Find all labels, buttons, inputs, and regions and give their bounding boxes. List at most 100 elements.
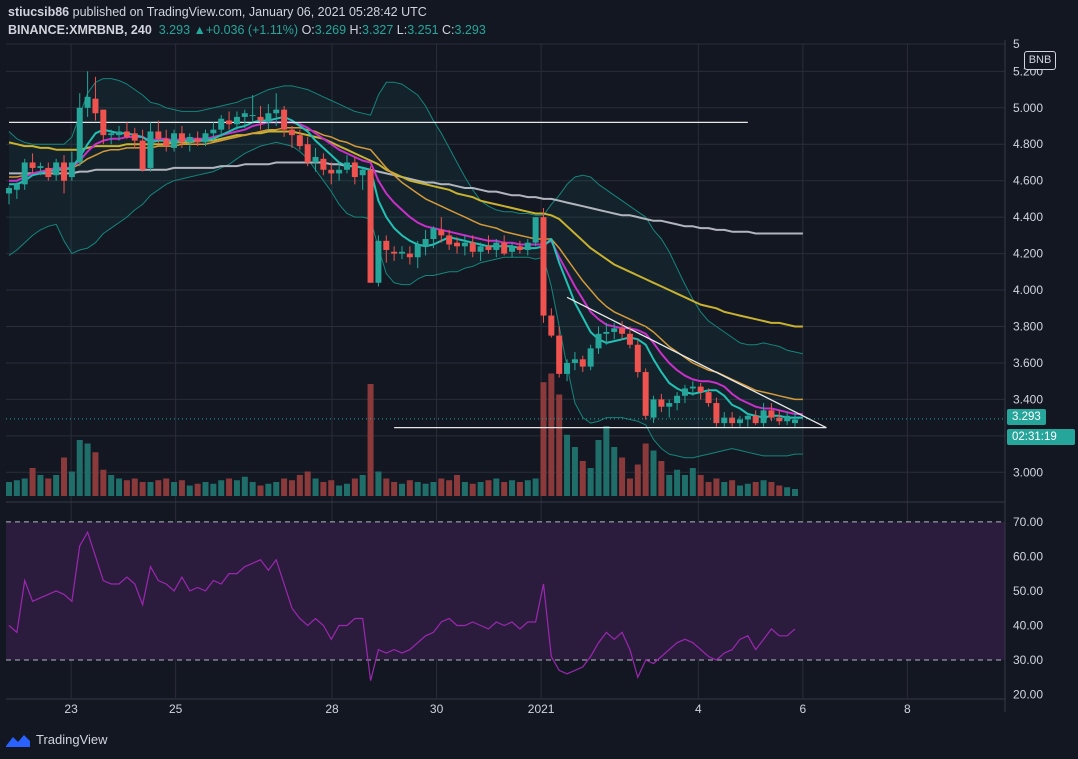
candle-body bbox=[108, 133, 115, 136]
rsi-axis[interactable]: 70.00 60.00 50.00 40.00 30.00 20.00 bbox=[1013, 515, 1043, 702]
volume-bar bbox=[658, 461, 665, 496]
volume-bar bbox=[792, 489, 798, 496]
candle-body bbox=[697, 386, 704, 393]
candle-body bbox=[650, 399, 657, 418]
candle-body bbox=[84, 96, 91, 108]
up-arrow-icon: ▲ bbox=[193, 23, 206, 37]
volume-bar bbox=[454, 475, 461, 496]
candle-body bbox=[713, 403, 720, 424]
volume-bar bbox=[674, 469, 681, 496]
candle-body bbox=[564, 362, 571, 374]
candle-body bbox=[37, 166, 44, 168]
candle-body bbox=[171, 133, 178, 148]
volume-bar bbox=[351, 478, 358, 496]
volume-bar bbox=[265, 483, 272, 496]
volume-bar bbox=[642, 443, 649, 496]
countdown-tag: 02:31:19 bbox=[1007, 428, 1075, 445]
currency-badge[interactable]: BNB bbox=[1024, 51, 1056, 70]
candle-body bbox=[611, 328, 618, 332]
time-tick-label: 8 bbox=[904, 702, 911, 716]
volume-bar bbox=[249, 482, 256, 496]
candle-body bbox=[210, 129, 217, 134]
candle-body bbox=[375, 240, 382, 283]
volume-bar bbox=[123, 480, 130, 496]
volume-bar bbox=[666, 475, 673, 496]
candle-body bbox=[29, 162, 36, 168]
volume-bar bbox=[147, 482, 154, 496]
price-tick-label: 5 bbox=[1013, 37, 1020, 51]
volume-bar bbox=[556, 394, 563, 496]
time-axis[interactable]: 23 25 28 30 2021 4 6 8 bbox=[6, 698, 1005, 716]
rsi-tick-label: 20.00 bbox=[1013, 688, 1043, 702]
candle-body bbox=[328, 169, 335, 174]
candle-body bbox=[744, 415, 751, 420]
volume-bar bbox=[304, 471, 311, 496]
volume-bar bbox=[13, 480, 20, 496]
volume-bar bbox=[697, 475, 704, 496]
volume-bar bbox=[399, 483, 405, 496]
open-value: 3.269 bbox=[314, 23, 347, 37]
volume-bar bbox=[233, 480, 240, 496]
volume-bar bbox=[619, 457, 626, 496]
volume-bar bbox=[171, 482, 178, 496]
volume-bar bbox=[509, 480, 516, 496]
volume-bar bbox=[68, 471, 75, 496]
candle-body bbox=[674, 395, 681, 404]
volume-bar bbox=[61, 457, 68, 496]
volume-bar bbox=[178, 480, 185, 496]
volume-bar bbox=[328, 480, 335, 496]
candle-body bbox=[249, 115, 256, 117]
candle-body bbox=[21, 162, 28, 185]
candle-body bbox=[689, 386, 696, 389]
volume-bar bbox=[336, 485, 343, 496]
volume-bar bbox=[6, 482, 12, 496]
candle-body bbox=[406, 253, 413, 258]
volume-bar bbox=[446, 480, 453, 496]
price-tick-label: 3.800 bbox=[1013, 320, 1043, 334]
price-tick-label: 4.200 bbox=[1013, 247, 1043, 261]
candle-body bbox=[391, 251, 398, 254]
candle-body bbox=[571, 359, 578, 363]
rsi-tick-label: 40.00 bbox=[1013, 618, 1043, 632]
volume-bar bbox=[367, 384, 374, 496]
candle-body bbox=[13, 184, 20, 190]
volume-bar bbox=[438, 478, 445, 496]
candle-body bbox=[792, 419, 798, 424]
price-tick-label: 3.000 bbox=[1013, 465, 1043, 479]
candle-body bbox=[532, 217, 539, 243]
footer-brand[interactable]: TradingView bbox=[6, 732, 108, 747]
volume-bar bbox=[53, 475, 60, 496]
volume-bar bbox=[108, 475, 115, 496]
volume-bar bbox=[689, 468, 696, 496]
candle-body bbox=[768, 410, 775, 418]
price-change: +0.036 (+1.11%) bbox=[205, 23, 299, 37]
candle-body bbox=[595, 333, 602, 349]
candle-body bbox=[524, 242, 531, 250]
time-tick-label: 28 bbox=[325, 702, 339, 716]
volume-bar bbox=[603, 426, 610, 496]
volume-bar bbox=[422, 483, 429, 496]
bollinger-fill bbox=[9, 78, 803, 458]
volume-bar bbox=[736, 485, 743, 496]
candle-body bbox=[729, 417, 736, 424]
symbol-name[interactable]: BINANCE:XMRBNB, 240 bbox=[8, 23, 152, 37]
candle-body bbox=[367, 169, 374, 283]
volume-bar bbox=[548, 373, 555, 496]
volume-bar bbox=[383, 478, 390, 496]
candle-body bbox=[461, 242, 468, 247]
candle-body bbox=[736, 419, 743, 424]
volume-bar bbox=[281, 478, 288, 496]
candle-body bbox=[548, 315, 555, 336]
candle-body bbox=[509, 246, 516, 252]
candle-body bbox=[446, 235, 453, 245]
volume-bar bbox=[116, 478, 123, 496]
candle-body bbox=[116, 131, 123, 136]
drawings[interactable] bbox=[9, 121, 827, 429]
candle-body bbox=[619, 328, 626, 334]
volume-bar bbox=[241, 476, 248, 496]
candle-body bbox=[603, 331, 610, 334]
volume-bar bbox=[611, 447, 618, 496]
tradingview-logo-icon bbox=[6, 734, 30, 747]
publisher-name[interactable]: stiucsib86 bbox=[8, 5, 70, 19]
